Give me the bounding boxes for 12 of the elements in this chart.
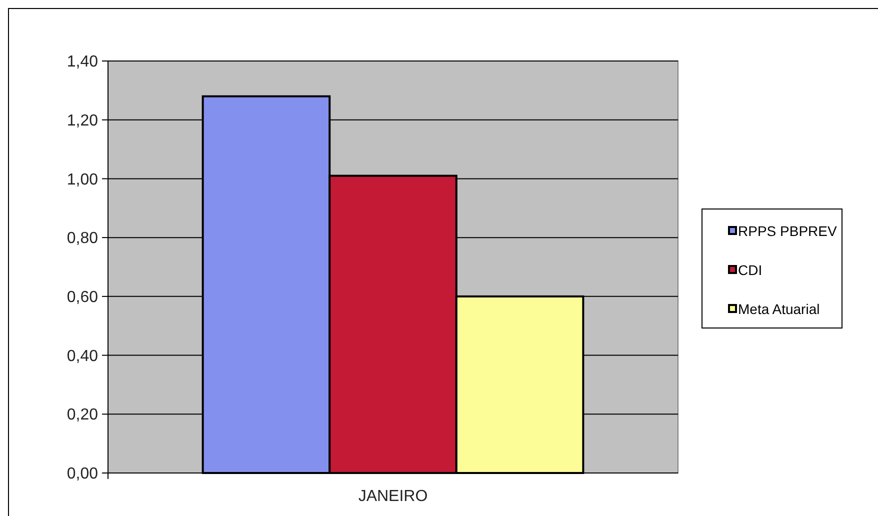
y-tick-label: 1,00 bbox=[66, 171, 98, 188]
y-tick-label: 0,20 bbox=[66, 406, 98, 424]
y-tick-label: 0,00 bbox=[66, 466, 98, 483]
y-tick-label: 0,80 bbox=[66, 230, 98, 248]
y-tick-label: 0,60 bbox=[66, 289, 98, 306]
legend-label: Meta Atuarial bbox=[738, 300, 820, 317]
x-tick-label: JANEIRO bbox=[358, 488, 428, 505]
y-tick-label: 0,40 bbox=[66, 348, 98, 365]
legend-label: CDI bbox=[738, 262, 762, 278]
y-tick-label: 1,40 bbox=[66, 54, 98, 71]
y-tick-label: 1,20 bbox=[66, 112, 98, 130]
legend-label: RPPS PBPREV bbox=[738, 222, 838, 239]
